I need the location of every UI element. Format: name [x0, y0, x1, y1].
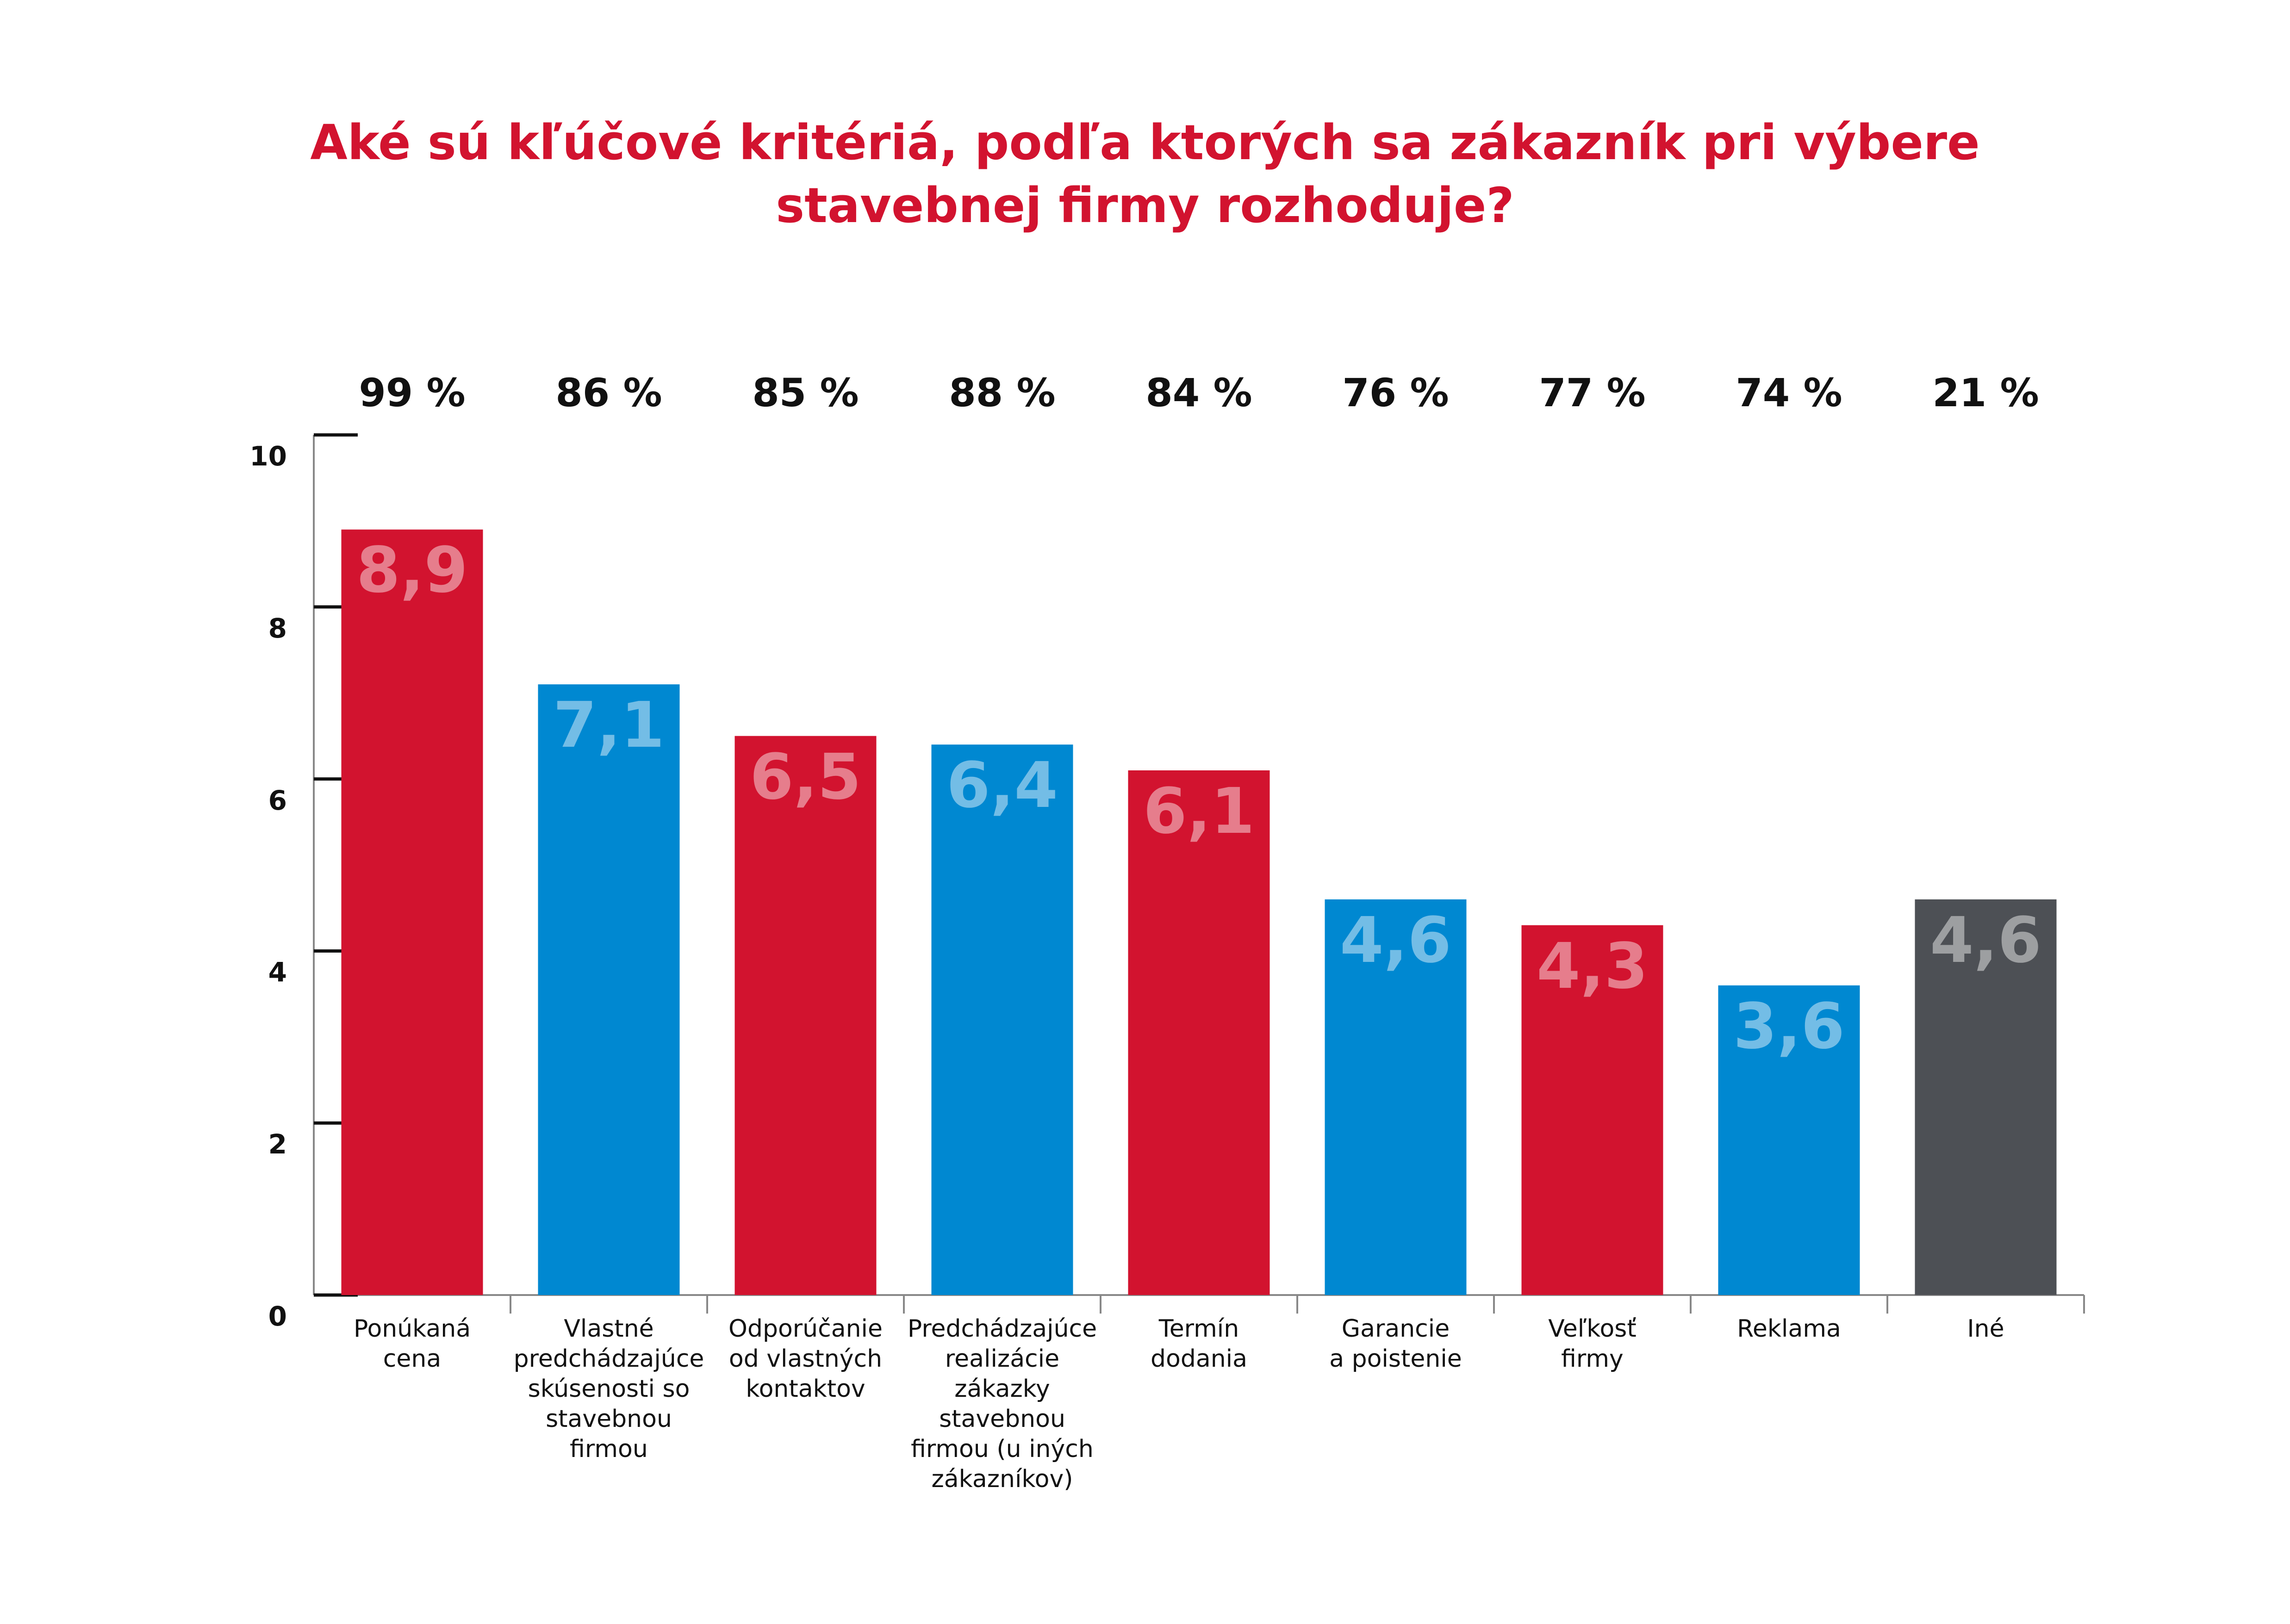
y-tick-label: 10 — [249, 440, 287, 472]
value-label: 6,5 — [750, 740, 861, 814]
x-tick-label: Vlastné predchádzajúce skúsenosti so sta… — [513, 1315, 704, 1463]
x-tick-label: Veľkosť firmy — [1548, 1315, 1637, 1373]
x-tick-label: Ponúkaná cena — [353, 1315, 471, 1373]
x-tick-label: Reklama — [1737, 1315, 1841, 1343]
value-label: 8,9 — [356, 534, 468, 607]
annotation: 85 % — [752, 370, 859, 415]
bar — [538, 684, 680, 1295]
annotation: 76 % — [1342, 370, 1449, 415]
value-label: 4,6 — [1930, 904, 2041, 977]
x-tick-label: Odporúčanie od vlastných kontaktov — [728, 1315, 883, 1403]
annotation: 77 % — [1539, 370, 1646, 415]
bar — [1915, 899, 2057, 1295]
y-tick-label: 2 — [268, 1128, 287, 1160]
value-label: 6,1 — [1143, 775, 1255, 848]
y-tick-label: 8 — [268, 612, 287, 644]
bar — [1325, 899, 1467, 1295]
value-label: 4,3 — [1537, 930, 1648, 1003]
x-tick-label: Garancie a poistenie — [1329, 1315, 1462, 1373]
x-tick-label: Iné — [1967, 1315, 2004, 1343]
bar — [734, 736, 877, 1295]
annotation: 74 % — [1736, 370, 1842, 415]
y-tick-label: 6 — [268, 784, 287, 816]
annotation: 21 % — [1932, 370, 2039, 415]
x-tick-label: Termín dodania — [1151, 1315, 1247, 1373]
y-tick-label: 4 — [268, 956, 287, 988]
y-tick-label: 0 — [268, 1301, 287, 1332]
chart-title: Aké sú kľúčové kritériá, podľa ktorých s… — [310, 114, 1980, 234]
bar — [931, 744, 1073, 1295]
bar — [1521, 925, 1663, 1295]
bar — [1718, 985, 1860, 1295]
value-label: 4,6 — [1340, 904, 1451, 977]
value-label: 6,4 — [946, 749, 1058, 823]
annotation: 88 % — [949, 370, 1056, 415]
annotation: 99 % — [359, 370, 466, 415]
value-label: 7,1 — [553, 689, 665, 762]
x-tick-label: Predchádzajúce realizácie zákazky staveb… — [907, 1315, 1097, 1493]
bar — [341, 529, 483, 1295]
bar — [1128, 770, 1270, 1295]
annotation: 86 % — [555, 370, 662, 415]
annotation: 84 % — [1145, 370, 1252, 415]
value-label: 3,6 — [1733, 990, 1845, 1063]
